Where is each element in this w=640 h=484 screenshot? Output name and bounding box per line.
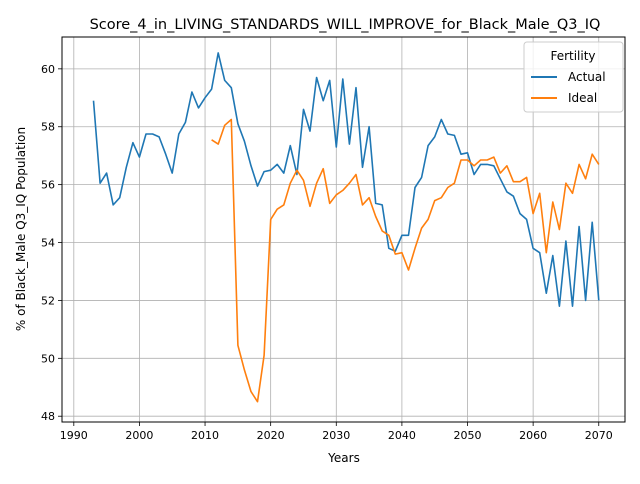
y-tick-label: 60 — [41, 63, 55, 76]
y-axis-ticks: 48 50 52 54 56 58 60 — [41, 63, 62, 423]
x-tick-label: 2040 — [388, 429, 416, 442]
x-tick-label: 2000 — [125, 429, 153, 442]
x-tick-label: 2070 — [585, 429, 613, 442]
legend-label-actual: Actual — [568, 70, 606, 84]
x-tick-label: 2050 — [454, 429, 482, 442]
y-tick-label: 52 — [41, 294, 55, 307]
x-tick-label: 2010 — [191, 429, 219, 442]
x-tick-label: 2030 — [322, 429, 350, 442]
x-axis-ticks: 1990 2000 2010 2020 2030 2040 2050 2060 2070 — [60, 422, 613, 442]
x-tick-label: 2020 — [257, 429, 285, 442]
plot-frame — [61, 36, 626, 423]
x-tick-label: 2060 — [519, 429, 547, 442]
legend-label-ideal: Ideal — [568, 91, 597, 105]
y-tick-label: 56 — [41, 179, 55, 192]
legend-title: Fertility — [550, 49, 595, 63]
y-tick-label: 48 — [41, 410, 55, 423]
legend: Fertility Actual Ideal — [523, 41, 624, 113]
y-tick-label: 54 — [41, 237, 55, 250]
x-tick-label: 1990 — [60, 429, 88, 442]
legend-frame — [523, 41, 624, 113]
chart-title: Score_4_in_LIVING_STANDARDS_WILL_IMPROVE… — [90, 17, 601, 33]
x-axis-label: Years — [327, 451, 360, 465]
y-tick-label: 58 — [41, 121, 55, 134]
series-line-actual — [92, 52, 600, 308]
series-layer — [92, 52, 600, 403]
series-line-ideal — [211, 118, 600, 403]
y-tick-label: 50 — [41, 352, 55, 365]
y-axis-label: % of Black_Male Q3_IQ Population — [14, 127, 28, 331]
